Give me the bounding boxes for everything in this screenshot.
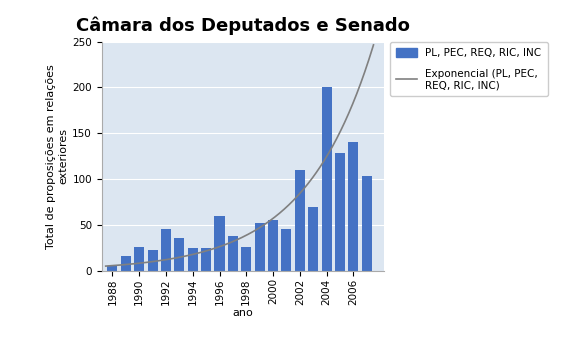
Y-axis label: Total de proposições em relações
exteriores: Total de proposições em relações exterio… xyxy=(46,64,68,248)
Bar xyxy=(215,216,224,271)
Bar xyxy=(121,256,131,271)
Bar xyxy=(175,238,184,271)
Bar xyxy=(134,247,144,271)
Title: Câmara dos Deputados e Senado: Câmara dos Deputados e Senado xyxy=(76,16,410,35)
Bar xyxy=(241,247,251,271)
Bar xyxy=(255,223,265,271)
Bar xyxy=(281,229,292,271)
Bar xyxy=(188,248,198,271)
Bar xyxy=(349,142,358,271)
Bar xyxy=(268,220,278,271)
Bar xyxy=(201,248,211,271)
Bar xyxy=(147,249,158,271)
Bar xyxy=(321,87,332,271)
Bar xyxy=(107,266,118,271)
X-axis label: ano: ano xyxy=(233,307,253,318)
Legend: PL, PEC, REQ, RIC, INC, Exponencial (PL, PEC,
REQ, RIC, INC): PL, PEC, REQ, RIC, INC, Exponencial (PL,… xyxy=(390,42,547,96)
Bar xyxy=(308,208,318,271)
Bar xyxy=(228,236,238,271)
Bar xyxy=(295,170,305,271)
Bar xyxy=(161,229,171,271)
Bar xyxy=(335,153,345,271)
Bar xyxy=(362,176,372,271)
